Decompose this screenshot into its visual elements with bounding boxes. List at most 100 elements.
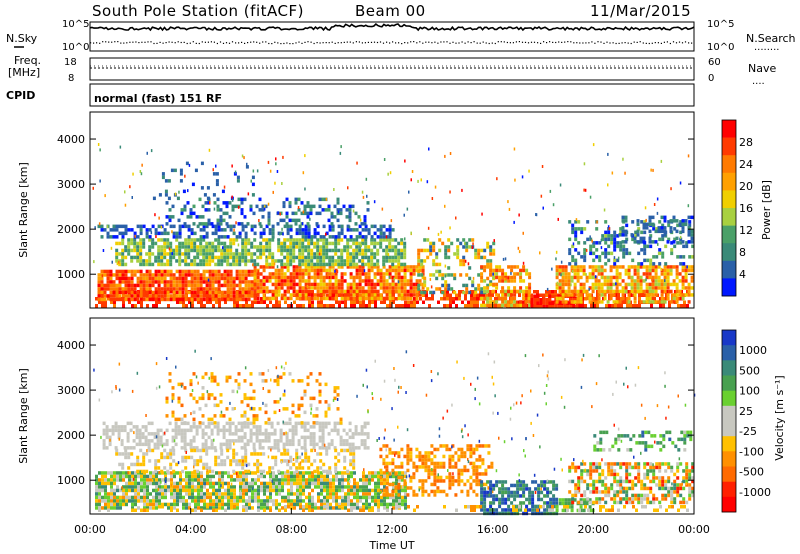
velocity-cell — [158, 502, 161, 507]
power-cell — [193, 280, 197, 284]
power-cell — [679, 241, 683, 245]
noise-search-point — [313, 42, 315, 45]
power-cell — [525, 286, 529, 290]
power-cell — [256, 169, 259, 173]
power-cell — [157, 262, 161, 267]
noise-search-point — [449, 42, 451, 44]
power-cell — [319, 272, 323, 276]
velocity-cell — [149, 478, 152, 482]
velocity-cell — [128, 488, 131, 493]
power-cell — [598, 241, 602, 245]
power-cell — [198, 215, 202, 219]
power-cell — [301, 279, 305, 283]
power-cell — [413, 300, 416, 304]
power-cell — [385, 228, 389, 232]
power-cell — [595, 227, 599, 231]
power-cell — [366, 194, 368, 198]
power-cell — [379, 224, 383, 229]
power-cell — [220, 228, 224, 232]
power-cell — [286, 265, 290, 269]
power-cell — [241, 248, 245, 253]
power-cell — [465, 241, 469, 246]
power-cell — [361, 241, 365, 246]
power-cell — [286, 296, 290, 301]
power-cell — [313, 279, 317, 283]
power-cell — [528, 272, 532, 276]
power-cell — [211, 241, 215, 246]
power-cell — [564, 275, 568, 280]
power-cell — [467, 262, 470, 266]
velocity-cell — [177, 425, 181, 429]
power-cell — [326, 273, 329, 277]
velocity-cell — [147, 442, 151, 447]
velocity-cell — [257, 502, 260, 507]
velocity-cell — [290, 492, 293, 496]
power-cell — [361, 235, 365, 239]
velocity-cell — [233, 499, 236, 503]
power-cell — [155, 300, 158, 304]
velocity-cell — [137, 499, 140, 503]
power-cell — [358, 248, 362, 253]
power-cell — [244, 248, 248, 253]
velocity-cell — [153, 432, 157, 436]
power-cell — [374, 304, 377, 308]
power-cell — [292, 289, 296, 294]
velocity-cell — [156, 435, 160, 440]
power-cell — [205, 276, 209, 281]
power-cell — [313, 228, 317, 232]
power-cell — [645, 300, 649, 304]
velocity-cell — [170, 492, 173, 496]
velocity-cell — [290, 506, 293, 510]
power-cell — [163, 255, 167, 260]
power-cell — [92, 186, 94, 190]
power-cell — [618, 289, 622, 294]
power-cell — [514, 178, 516, 182]
power-cell — [508, 207, 511, 211]
velocity-cell — [194, 502, 197, 507]
power-cell — [244, 259, 248, 263]
velocity-cell — [120, 439, 124, 443]
power-cell — [183, 204, 187, 209]
power-cell — [494, 290, 497, 294]
power-cell — [262, 248, 266, 253]
power-cell — [477, 252, 481, 256]
power-cell — [148, 294, 152, 298]
velocity-cell — [257, 474, 260, 479]
power-cell — [317, 304, 320, 308]
noise-search-point — [334, 42, 336, 44]
velocity-cell — [185, 499, 188, 503]
power-cell — [642, 289, 646, 294]
velocity-cell — [125, 481, 128, 486]
power-cell — [346, 289, 350, 294]
power-cell — [672, 219, 676, 223]
power-cell — [175, 276, 179, 281]
power-cell — [373, 293, 377, 297]
power-cell — [130, 297, 134, 302]
power-cell — [115, 259, 119, 263]
velocity-cell — [200, 495, 203, 500]
power-cell — [277, 286, 281, 290]
power-cell — [496, 177, 498, 181]
power-cell — [308, 304, 311, 308]
power-cell — [178, 273, 182, 277]
power-cell — [382, 255, 386, 260]
velocity-cell — [353, 471, 356, 475]
noise-search-point — [117, 41, 119, 43]
power-cell — [304, 282, 308, 287]
power-cell — [374, 290, 377, 294]
power-cell — [325, 197, 328, 201]
power-cell — [340, 262, 344, 267]
velocity-cell — [377, 485, 380, 489]
power-cell — [624, 289, 628, 294]
power-cell — [320, 297, 323, 301]
velocity-cell — [140, 485, 143, 489]
power-cell — [244, 255, 248, 260]
velocity-cell — [296, 481, 299, 486]
power-cell — [675, 282, 679, 287]
velocity-cell — [218, 478, 221, 482]
power-cell — [389, 171, 392, 175]
power-cell — [130, 287, 134, 291]
power-cell — [298, 228, 302, 232]
power-cell — [648, 240, 652, 244]
power-cell — [690, 265, 694, 269]
